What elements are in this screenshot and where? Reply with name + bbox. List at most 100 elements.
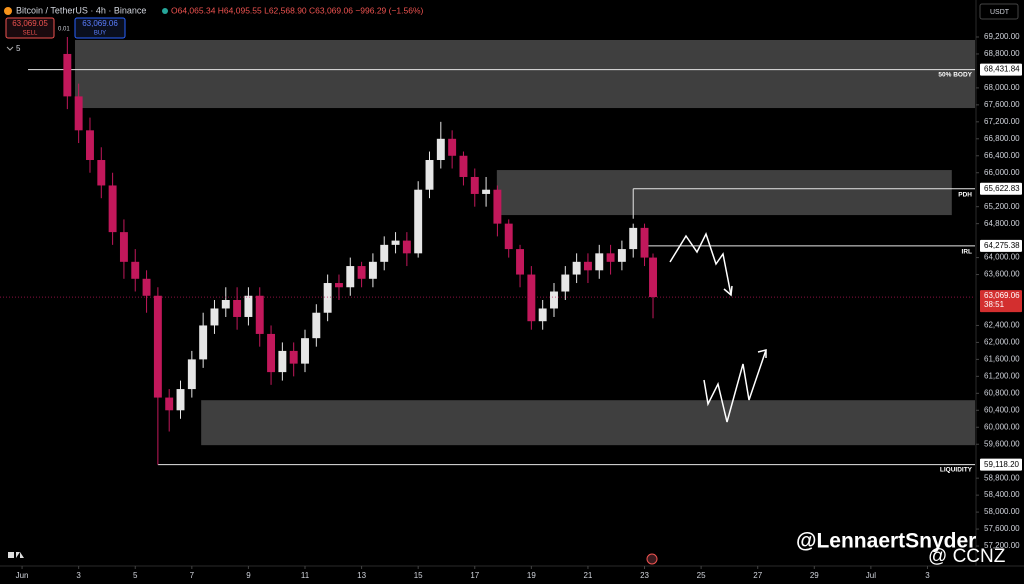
y-tick-label: 66,400.00 [984, 151, 1020, 160]
level-price-label: 59,118.20 [984, 460, 1020, 469]
x-tick-label: 29 [810, 571, 819, 580]
candle-body [380, 244, 389, 262]
y-tick-label: 60,800.00 [984, 388, 1020, 397]
y-tick-label: 59,600.00 [984, 439, 1020, 448]
y-tick-label: 67,600.00 [984, 100, 1020, 109]
y-tick-label: 63,600.00 [984, 270, 1020, 279]
candle-body [402, 240, 411, 254]
y-tick-label: 58,400.00 [984, 490, 1020, 499]
watermark: @ CCNZ [928, 546, 1006, 567]
candle-body [493, 189, 502, 224]
candle-body [504, 223, 513, 250]
x-tick-label: 11 [301, 571, 310, 580]
currency-button[interactable] [979, 3, 1019, 20]
candle-body [368, 261, 377, 279]
x-tick-label: 19 [527, 571, 536, 580]
ohlc: O64,065.34 H64,095.55 L62,568.90 C63,069… [171, 5, 424, 15]
x-tick-label: Jul [866, 571, 876, 580]
currency: USDT [990, 9, 1010, 16]
buy-button[interactable] [74, 17, 126, 39]
level-price-label: 65,622.83 [984, 184, 1020, 193]
candle-body [448, 138, 457, 156]
zone [74, 40, 976, 109]
y-tick-label: 69,200.00 [984, 32, 1020, 41]
candle-body [470, 176, 479, 194]
status-dot [162, 8, 168, 14]
buy-price: 63,069.06 [82, 19, 118, 28]
candle-body [527, 274, 536, 322]
sell-label: SELL [23, 31, 38, 37]
candle-body [86, 130, 94, 161]
zone [496, 170, 952, 216]
arrow-head [723, 285, 733, 297]
y-tick-label: 60,000.00 [984, 422, 1020, 431]
y-tick-label: 57,600.00 [984, 524, 1020, 533]
countdown: 38:51 [984, 300, 1005, 309]
level-price-box [980, 239, 1022, 252]
candle-body [278, 350, 287, 373]
candle-body [221, 299, 230, 309]
y-tick-label: 68,800.00 [984, 49, 1020, 58]
candle-body [357, 266, 366, 279]
spread: 0.01 [58, 27, 70, 33]
candle-body [516, 249, 524, 275]
candle-body [153, 295, 162, 398]
x-tick-label: 5 [133, 571, 138, 580]
y-tick-label: 58,000.00 [984, 507, 1020, 516]
level-price-label: 68,431.84 [984, 65, 1020, 74]
sell-button[interactable] [5, 17, 55, 39]
event-icon[interactable] [646, 553, 658, 565]
x-tick-label: 15 [414, 571, 423, 580]
candle-body [391, 240, 400, 245]
candle-body [97, 160, 106, 186]
x-tick-label: 3 [76, 571, 81, 580]
candle-body [538, 308, 547, 322]
candle-body [255, 295, 264, 334]
sell-price: 63,069.05 [12, 19, 48, 28]
candle-body [244, 295, 253, 317]
y-tick-label: 66,000.00 [984, 168, 1020, 177]
x-tick-label: 27 [753, 571, 762, 580]
candle-body [108, 185, 117, 233]
candle-body [301, 338, 309, 364]
candle-body [550, 291, 558, 309]
candle-body [187, 359, 196, 390]
y-tick-label: 67,200.00 [984, 117, 1020, 126]
candle-body [583, 261, 592, 271]
candle-body [649, 257, 657, 298]
candle-body [323, 283, 332, 313]
y-tick-label: 57,200.00 [984, 541, 1020, 550]
y-tick-label: 68,000.00 [984, 83, 1020, 92]
y-tick-label: 65,200.00 [984, 202, 1020, 211]
buy-label: BUY [94, 31, 106, 37]
y-tick-label: 66,800.00 [984, 134, 1020, 143]
level-label: PDH [958, 191, 972, 198]
candle-body [436, 138, 445, 161]
candle-body [63, 53, 72, 97]
x-tick-label: 25 [697, 571, 706, 580]
candle-body [74, 96, 83, 131]
last-price-box [980, 290, 1022, 313]
y-tick-label: 62,400.00 [984, 321, 1020, 330]
watermark: @LennaertSnyder [796, 530, 976, 553]
candle-body [561, 274, 570, 292]
x-tick-label: Jun [16, 571, 29, 580]
x-tick-label: 13 [357, 571, 366, 580]
level-label: 50% BODY [938, 71, 972, 78]
candle-body [595, 253, 604, 271]
candle-body [414, 189, 423, 254]
projection-arrow [703, 349, 767, 423]
y-tick-label: 61,600.00 [984, 354, 1020, 363]
indicator-count: 5 [16, 44, 21, 53]
candle-body [617, 249, 626, 262]
x-tick-label: 17 [470, 571, 479, 580]
x-tick-label: 9 [246, 571, 251, 580]
level-price-box [980, 63, 1022, 76]
x-tick-label: 23 [640, 571, 649, 580]
last-price-label: 63,069.06 [984, 291, 1020, 300]
x-tick-label: 3 [925, 571, 930, 580]
collapse-icon[interactable] [6, 46, 14, 51]
coin-icon [4, 7, 12, 15]
candle-body [119, 232, 128, 262]
